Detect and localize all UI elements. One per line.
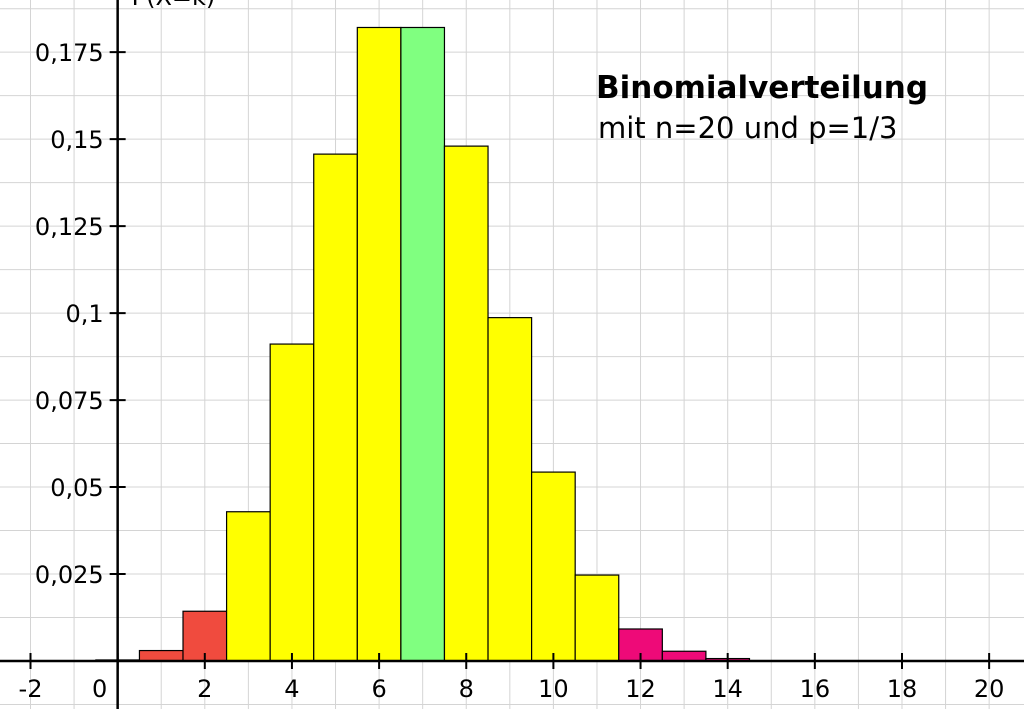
bar — [661, 650, 707, 662]
bar — [531, 471, 576, 662]
bar — [269, 343, 315, 662]
chart-title: Binomialverteilung — [596, 70, 928, 106]
bar — [313, 153, 358, 662]
y-tick-label: 0,025 — [35, 561, 104, 589]
y-tick-label: 0,15 — [50, 126, 103, 154]
x-tick-label: 0 — [92, 675, 107, 703]
x-tick-label: 6 — [371, 675, 386, 703]
bar — [356, 26, 402, 662]
x-tick-label: 2 — [197, 675, 212, 703]
x-tick-label: 8 — [459, 675, 474, 703]
x-tick-label: 18 — [887, 675, 918, 703]
bar — [138, 649, 184, 662]
y-axis-label: P(X=k) — [132, 0, 216, 11]
x-tick-label: 20 — [974, 675, 1005, 703]
y-tick-label: 0,1 — [65, 300, 103, 328]
chart-subtitle: mit n=20 und p=1/3 — [598, 111, 897, 145]
bar — [225, 511, 271, 662]
x-tick-label: 12 — [625, 675, 656, 703]
y-tick-label: 0,075 — [35, 387, 104, 415]
x-tick-label: 10 — [538, 675, 569, 703]
bar — [443, 145, 489, 662]
bar — [400, 26, 446, 662]
x-tick-label: 4 — [284, 675, 299, 703]
x-tick-label: -2 — [19, 675, 43, 703]
bar — [574, 574, 620, 662]
y-tick-label: 0,175 — [35, 39, 104, 67]
y-tick-label: 0,05 — [50, 474, 103, 502]
y-tick-label: 0,125 — [35, 213, 104, 241]
bar — [487, 317, 533, 662]
x-tick-label: 16 — [800, 675, 831, 703]
x-tick-label: 14 — [712, 675, 743, 703]
